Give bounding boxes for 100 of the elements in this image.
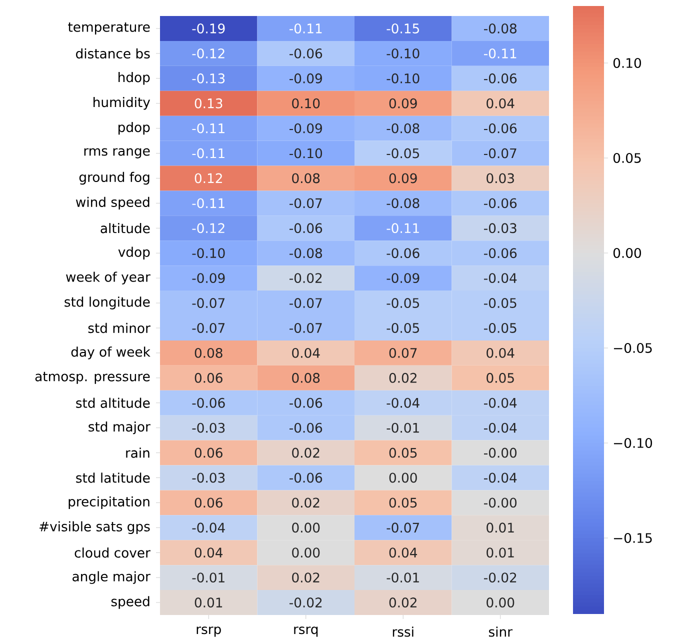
data-label: -0.02	[290, 273, 322, 284]
data-label: -0.09	[192, 273, 225, 284]
color-bar-label: −0.15	[614, 533, 652, 543]
y-tick-label: ground fog	[79, 172, 150, 185]
data-label: 0.00	[292, 522, 320, 533]
data-label: -0.00	[484, 448, 517, 458]
color-bar-label: 0.00	[613, 248, 641, 258]
data-label: 0.05	[486, 372, 514, 383]
data-label: 0.03	[486, 173, 514, 184]
data-label: -0.05	[484, 298, 516, 308]
data-label: -0.13	[192, 73, 225, 84]
data-label: -0.08	[386, 123, 420, 134]
data-label: -0.11	[386, 223, 419, 234]
color-bar-label: −0.10	[614, 438, 652, 448]
color-bar-label: 0.10	[613, 58, 641, 68]
data-label: 0.01	[486, 522, 514, 533]
data-label: -0.05	[386, 323, 419, 333]
y-tick-label: distance bs	[76, 48, 150, 59]
y-tick-label: wind speed	[76, 196, 150, 210]
data-label: 0.04	[486, 348, 514, 358]
data-label: -0.05	[484, 323, 516, 333]
data-label: -0.06	[484, 73, 517, 84]
y-tick-label: hdop	[118, 72, 150, 85]
y-tick-label: atmosp. pressure	[35, 372, 150, 384]
data-label: -0.12	[192, 223, 224, 234]
y-tick-label: std major	[88, 421, 150, 434]
data-label: -0.01	[192, 572, 224, 583]
y-tick-label: cloud cover	[74, 548, 150, 558]
data-label: -0.06	[484, 248, 517, 258]
data-label: 0.02	[292, 498, 320, 508]
data-label: -0.05	[386, 148, 419, 158]
data-label: 0.01	[486, 548, 514, 558]
data-label: 0.05	[389, 498, 417, 508]
data-label: 0.08	[292, 372, 320, 383]
data-label: -0.09	[290, 123, 322, 134]
data-label: -0.07	[386, 522, 420, 533]
data-label: 0.02	[292, 448, 320, 458]
y-tick-label: day of week	[71, 346, 150, 360]
data-label: 0.04	[194, 548, 223, 558]
data-label: -0.04	[484, 472, 517, 483]
y-tick-label: std latitude	[76, 472, 150, 483]
data-label: 0.01	[194, 598, 222, 608]
y-tick-label: temperature	[68, 22, 150, 34]
data-label: 0.04	[389, 548, 418, 558]
data-label: 0.05	[389, 448, 417, 458]
data-label: -0.03	[484, 223, 516, 234]
color-bar-label: 0.05	[613, 153, 641, 163]
data-label: -0.11	[192, 148, 224, 158]
data-label: 0.04	[486, 98, 514, 108]
y-tick-label: speed	[111, 596, 150, 609]
data-label: 0.06	[194, 498, 222, 508]
data-label: -0.04	[484, 398, 517, 408]
data-label: -0.01	[386, 422, 419, 433]
data-label: 0.00	[292, 548, 320, 558]
data-label: 0.09	[389, 98, 417, 108]
y-tick-label: #visible sats gps	[40, 521, 150, 534]
data-label: 0.00	[486, 598, 514, 608]
data-label: -0.00	[484, 498, 517, 508]
data-label: -0.08	[484, 24, 516, 34]
data-label: -0.07	[290, 198, 322, 208]
y-tick-label: vdop	[118, 246, 150, 260]
data-label: -0.11	[290, 24, 322, 34]
data-label: -0.04	[484, 273, 517, 284]
data-label: -0.04	[484, 422, 517, 433]
data-label: -0.12	[192, 48, 224, 58]
data-label: -0.10	[386, 73, 420, 84]
data-label: 0.06	[194, 372, 222, 383]
data-label: -0.06	[290, 472, 322, 483]
data-label: -0.09	[290, 73, 322, 84]
data-label: 0.00	[389, 472, 417, 483]
data-label: -0.07	[484, 148, 516, 158]
data-label: -0.10	[192, 248, 225, 258]
data-label: -0.06	[386, 248, 420, 258]
y-tick-label: week of year	[66, 272, 150, 284]
y-tick-label: altitude	[100, 223, 150, 234]
x-tick-label: sinr	[488, 626, 513, 637]
y-tick-label: rain	[126, 448, 150, 458]
data-label: 0.13	[194, 98, 222, 108]
x-tick-label: rssi	[392, 626, 414, 637]
data-label: -0.07	[290, 298, 322, 308]
data-label: -0.08	[290, 248, 322, 258]
data-label: 0.12	[194, 173, 222, 184]
data-label: -0.06	[484, 198, 517, 208]
x-tick-label: rsrp	[196, 626, 221, 637]
data-label: 0.08	[292, 173, 320, 184]
y-tick-label: std altitude	[76, 398, 150, 408]
data-label: 0.06	[194, 448, 222, 458]
data-label: 0.07	[389, 348, 417, 358]
data-label: -0.07	[290, 323, 322, 333]
y-tick-label: std longitude	[64, 296, 150, 310]
x-tick-label: rsrq	[294, 626, 318, 637]
data-label: -0.11	[192, 123, 224, 134]
data-label: 0.02	[292, 572, 320, 583]
y-tick-label: humidity	[94, 96, 150, 110]
y-tick-label: precipitation	[68, 496, 150, 510]
data-label: 0.02	[389, 598, 416, 608]
data-label: -0.06	[290, 48, 322, 58]
y-tick-label: pdop	[118, 122, 150, 135]
data-label: -0.06	[192, 398, 225, 408]
data-label: -0.02	[484, 572, 516, 583]
